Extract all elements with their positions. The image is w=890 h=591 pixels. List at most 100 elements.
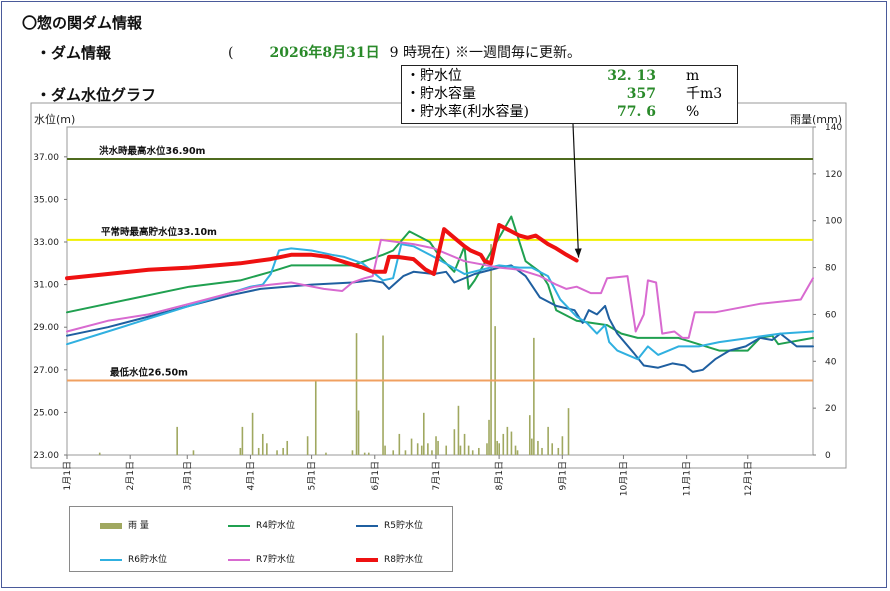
rain-bar bbox=[506, 426, 509, 455]
rain-bar bbox=[251, 412, 254, 455]
status-unit-volume: 千m3 bbox=[686, 86, 723, 102]
x-tick-label: 1月1日 bbox=[62, 461, 73, 490]
rain-bar bbox=[488, 419, 490, 455]
rain-bar bbox=[437, 440, 439, 455]
rain-bar bbox=[561, 436, 564, 455]
rain-bar bbox=[467, 445, 470, 455]
rain-bar bbox=[98, 452, 101, 455]
rain-bar bbox=[478, 447, 480, 455]
rain-bar bbox=[286, 440, 289, 455]
status-value-level: 32. 13 bbox=[607, 68, 656, 84]
rain-bar bbox=[435, 436, 437, 455]
reference-line-label: 平常時最高貯水位33.10m bbox=[101, 226, 217, 238]
rain-bar bbox=[471, 450, 474, 455]
y-tick-label: 37.00 bbox=[33, 153, 59, 163]
y2-tick-label: 40 bbox=[825, 357, 837, 367]
legend-label-r7: R7貯水位 bbox=[256, 555, 295, 565]
rain-bar bbox=[276, 450, 278, 455]
rain-bar bbox=[427, 443, 429, 455]
rain-bar bbox=[453, 429, 456, 455]
rain-bar bbox=[533, 337, 535, 455]
chart-legend: 雨 量 R4貯水位 R5貯水位 R6貯水位 R7貯水位 R8貯水位 bbox=[69, 506, 453, 572]
rain-bar bbox=[502, 433, 505, 455]
rain-bar bbox=[557, 447, 560, 455]
y-tick-label: 35.00 bbox=[33, 195, 59, 205]
x-tick-label: 10月1日 bbox=[618, 461, 629, 496]
rain-bar bbox=[416, 443, 419, 455]
date-open-paren: ( bbox=[228, 45, 234, 61]
status-unit-rate: % bbox=[686, 104, 700, 120]
rain-bar bbox=[422, 412, 425, 455]
legend-item-r4: R4貯水位 bbox=[228, 518, 295, 531]
legend-item-r8: R8貯水位 bbox=[356, 552, 423, 565]
y2-axis-title: 雨量(mm) bbox=[790, 113, 842, 126]
rain-bar bbox=[486, 443, 488, 455]
legend-swatch-r7 bbox=[228, 558, 250, 561]
rain-bar bbox=[510, 431, 513, 455]
rain-bar bbox=[404, 450, 407, 455]
rain-bar bbox=[514, 445, 517, 455]
update-date: 2026年8月31日 bbox=[269, 45, 380, 61]
x-tick-label: 4月1日 bbox=[245, 461, 256, 490]
legend-item-r6: R6貯水位 bbox=[100, 552, 167, 565]
rain-bar bbox=[547, 426, 549, 455]
rain-bar bbox=[457, 405, 460, 455]
rain-bar bbox=[445, 445, 448, 455]
rain-bar bbox=[537, 440, 539, 455]
graph-heading: ・ダム水位グラフ bbox=[36, 86, 157, 104]
rain-bar bbox=[498, 443, 501, 455]
rain-bar bbox=[410, 438, 413, 455]
rain-bar bbox=[516, 450, 519, 455]
x-tick-label: 9月1日 bbox=[557, 461, 568, 490]
reference-line-label: 洪水時最高水位36.90m bbox=[99, 145, 206, 157]
annotation-arrow-head bbox=[574, 248, 582, 258]
y2-tick-label: 120 bbox=[825, 170, 842, 180]
rain-bar bbox=[494, 326, 496, 455]
legend-swatch-rain bbox=[100, 522, 122, 529]
y-tick-label: 23.00 bbox=[33, 451, 59, 461]
rain-bar bbox=[541, 447, 543, 455]
plot-area bbox=[66, 126, 814, 456]
x-tick-label: 7月1日 bbox=[431, 461, 442, 490]
rain-bar bbox=[420, 445, 423, 455]
rain-bar bbox=[392, 450, 395, 455]
status-row-rate: ・貯水率(利水容量) 77. 6 % bbox=[406, 103, 736, 121]
rain-bar bbox=[325, 452, 327, 455]
rain-bar bbox=[257, 447, 260, 455]
dam-info-heading: ・ダム情報 bbox=[36, 44, 112, 62]
legend-label-r5: R5貯水位 bbox=[384, 521, 423, 531]
y-tick-label: 29.00 bbox=[33, 323, 59, 333]
y2-tick-label: 80 bbox=[825, 264, 837, 274]
rain-bar bbox=[176, 426, 178, 455]
y2-tick-label: 140 bbox=[825, 123, 842, 133]
y2-tick-label: 0 bbox=[825, 451, 831, 461]
x-tick-label: 2月1日 bbox=[125, 461, 136, 490]
x-tick-label: 11月1日 bbox=[682, 461, 693, 496]
rain-bar bbox=[351, 450, 354, 455]
y-axis-title: 水位(m) bbox=[34, 112, 75, 126]
x-tick-label: 12月1日 bbox=[743, 461, 754, 496]
rain-bar bbox=[567, 408, 570, 455]
rain-bar bbox=[367, 452, 370, 455]
rain-bar bbox=[239, 447, 242, 455]
series-line-4 bbox=[65, 223, 579, 281]
rain-bar bbox=[282, 447, 284, 455]
legend-item-rain: 雨 量 bbox=[100, 518, 149, 531]
status-value-volume: 357 bbox=[626, 86, 656, 102]
rain-bar bbox=[382, 335, 384, 455]
rain-bar bbox=[551, 443, 554, 455]
y-tick-label: 27.00 bbox=[33, 366, 59, 376]
rain-bar bbox=[306, 436, 309, 455]
rain-bar bbox=[431, 450, 433, 455]
rain-bar bbox=[496, 440, 498, 455]
legend-label-rain: 雨 量 bbox=[128, 521, 149, 531]
x-tick-label: 3月1日 bbox=[182, 461, 193, 490]
x-tick-label: 5月1日 bbox=[307, 461, 318, 490]
rain-bar bbox=[314, 380, 317, 455]
rain-bar bbox=[398, 433, 401, 455]
rain-bar bbox=[463, 433, 466, 455]
legend-item-r5: R5貯水位 bbox=[356, 518, 423, 531]
x-tick-label: 8月1日 bbox=[494, 461, 505, 490]
